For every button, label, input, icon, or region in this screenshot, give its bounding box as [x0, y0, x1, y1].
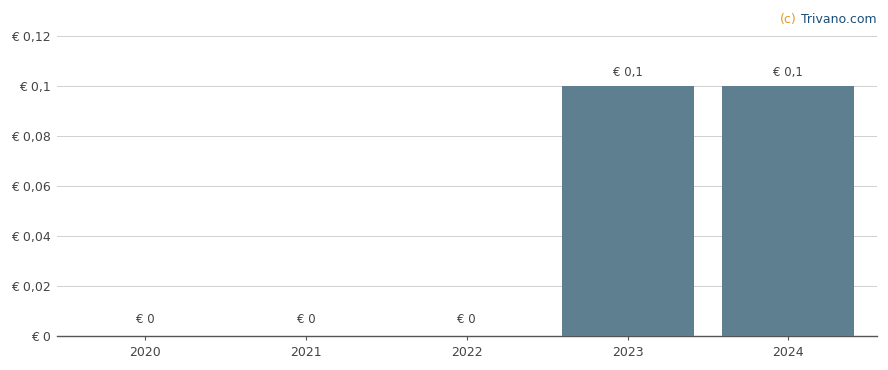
Text: Trivano.com: Trivano.com [797, 13, 876, 26]
Text: € 0,1: € 0,1 [773, 65, 804, 78]
Bar [723, 86, 854, 336]
Text: (c): (c) [780, 13, 797, 26]
Bar [561, 86, 694, 336]
Text: € 0: € 0 [457, 313, 476, 326]
Text: € 0: € 0 [297, 313, 315, 326]
Text: € 0: € 0 [136, 313, 155, 326]
Text: € 0,1: € 0,1 [613, 65, 643, 78]
